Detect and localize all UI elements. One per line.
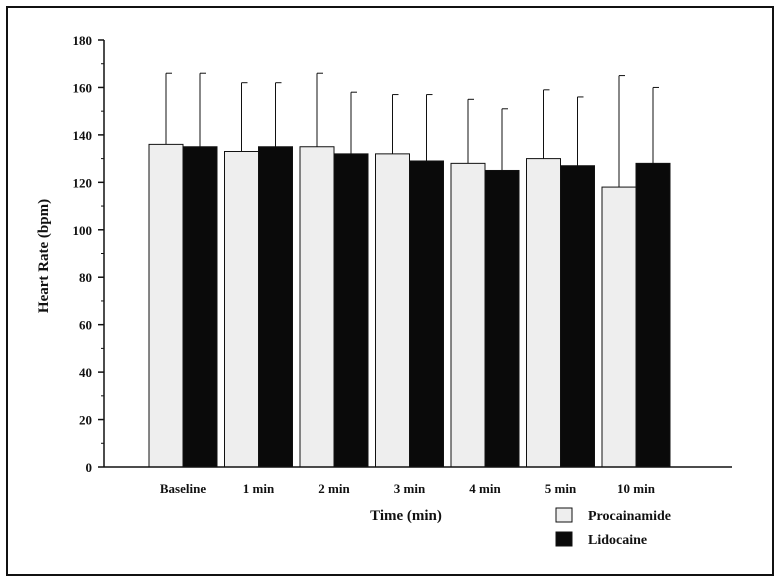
bar-procainamide-1 <box>224 150 259 468</box>
y-tick-label: 160 <box>73 80 93 95</box>
x-category-label: 4 min <box>469 481 501 496</box>
bar-procainamide-0 <box>148 143 184 468</box>
x-category-label: 5 min <box>545 481 577 496</box>
x-axis-title: Time (min) <box>370 508 442 524</box>
y-tick-label: 100 <box>73 223 93 238</box>
y-axis-title: Heart Rate (bpm) <box>36 199 52 313</box>
bar-lidocaine-6 <box>635 162 671 468</box>
y-tick-label: 20 <box>79 413 92 428</box>
bar-lidocaine-3 <box>409 160 444 468</box>
y-tick-label: 140 <box>73 128 93 143</box>
legend-swatch-lidocaine <box>555 531 573 547</box>
x-category-label: 1 min <box>243 481 275 496</box>
y-tick-label: 180 <box>73 33 93 48</box>
error-bars-layer <box>165 72 659 188</box>
y-tick-label: 60 <box>79 318 92 333</box>
bars-layer <box>148 143 671 468</box>
bar-procainamide-3 <box>375 153 410 468</box>
y-tick-label: 120 <box>73 175 93 190</box>
bar-procainamide-5 <box>526 158 561 468</box>
legend: Procainamide Lidocaine <box>555 507 671 548</box>
y-tick-label: 40 <box>79 365 92 380</box>
x-category-labels: Baseline 1 min 2 min 3 min 4 min 5 min 10 min <box>160 481 656 496</box>
legend-label-procainamide: Procainamide <box>588 509 671 524</box>
x-category-label: 10 min <box>617 481 656 496</box>
x-category-label: 2 min <box>318 481 350 496</box>
bar-lidocaine-2 <box>333 153 369 468</box>
bar-lidocaine-4 <box>484 169 520 468</box>
y-tick-label: 0 <box>86 460 93 475</box>
figure-frame: 0 20 40 60 80 100 120 140 160 180 Baseline 1 min 2 … <box>6 6 774 576</box>
y-tick-label: 80 <box>79 270 92 285</box>
x-category-label: 3 min <box>394 481 426 496</box>
bar-lidocaine-5 <box>560 165 595 468</box>
bar-procainamide-6 <box>601 186 637 468</box>
bar-lidocaine-1 <box>258 146 293 468</box>
x-category-label: Baseline <box>160 481 206 496</box>
bar-chart: 0 20 40 60 80 100 120 140 160 180 Baseline 1 min 2 … <box>36 33 732 548</box>
bar-procainamide-4 <box>450 162 486 468</box>
bar-lidocaine-0 <box>182 146 218 468</box>
bar-procainamide-2 <box>299 146 335 468</box>
legend-label-lidocaine: Lidocaine <box>588 533 647 548</box>
legend-swatch-procainamide <box>555 507 573 523</box>
y-ticks: 0 20 40 60 80 100 120 140 160 180 <box>73 33 104 475</box>
